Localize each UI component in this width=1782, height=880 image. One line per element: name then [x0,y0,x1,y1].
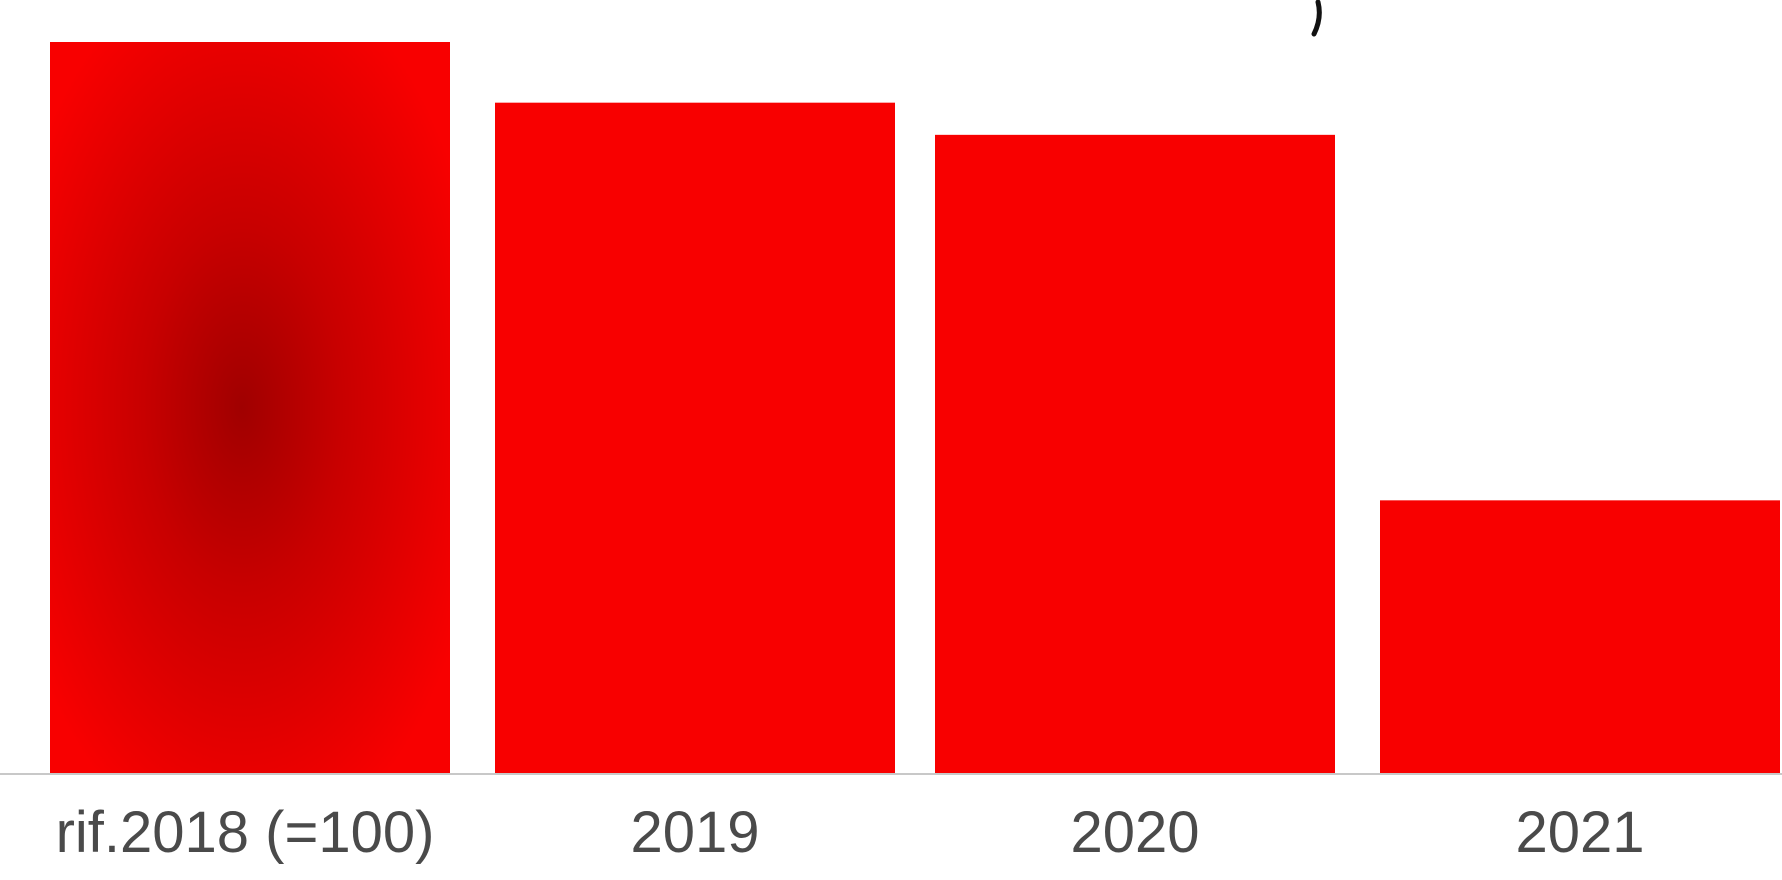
x-tick-label-2: 2019 [630,800,759,865]
x-tick-labels: rif.2018 (=100) 2019 2020 2021 [56,800,1645,865]
bar-3 [935,134,1335,773]
bar-1 [50,42,450,773]
x-tick-label-1: rif.2018 (=100) [56,800,435,865]
x-tick-label-4: 2021 [1515,800,1644,865]
bar-4 [1380,500,1780,773]
x-tick-label-3: 2020 [1070,800,1199,865]
bar-2 [495,102,895,774]
bars [50,42,1780,774]
cropped-title-glyph [1311,0,1322,37]
